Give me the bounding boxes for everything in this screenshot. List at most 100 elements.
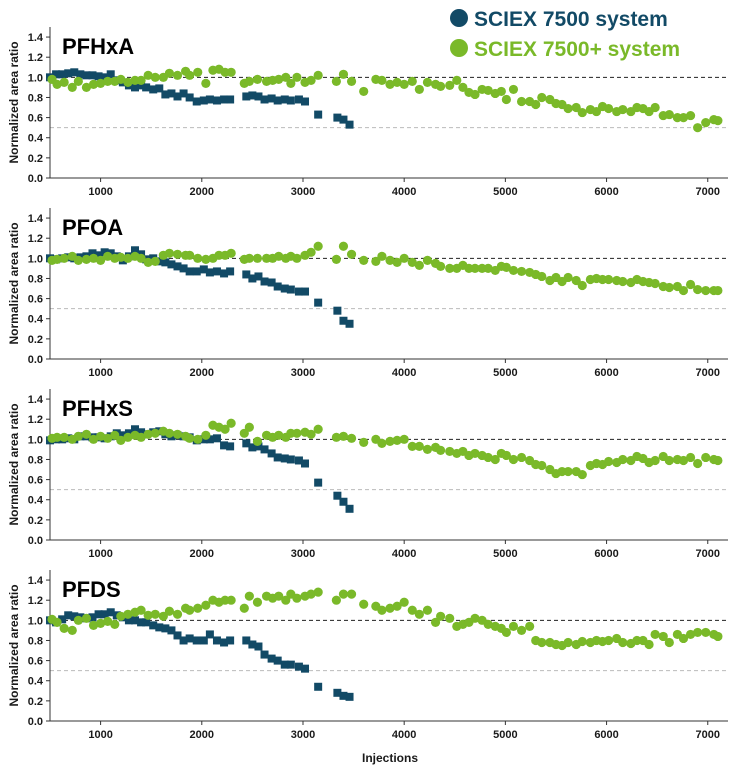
data-point-circle xyxy=(306,589,316,599)
x-tick-label: 4000 xyxy=(392,548,416,560)
data-point-circle xyxy=(713,631,723,642)
y-tick-label: 1.2 xyxy=(28,233,43,245)
data-point-circle xyxy=(164,68,175,78)
data-point-circle xyxy=(414,609,424,619)
data-point-circle xyxy=(693,284,703,295)
data-point-circle xyxy=(483,619,493,629)
data-point-circle xyxy=(508,265,519,276)
data-point-circle xyxy=(81,429,92,439)
data-point-circle xyxy=(537,92,547,103)
data-point-circle xyxy=(88,253,99,263)
x-tick-label: 7000 xyxy=(696,367,720,379)
legend-marker-sciex-7500 xyxy=(450,9,468,27)
data-point-circle xyxy=(136,605,146,615)
data-point-circle xyxy=(185,250,195,260)
y-tick-label: 0.2 xyxy=(28,696,43,708)
series-sciex-7500plus xyxy=(47,418,723,480)
data-point-circle xyxy=(220,424,230,434)
data-point-circle xyxy=(88,79,99,89)
y-tick-label: 0.0 xyxy=(28,716,43,728)
data-point-circle xyxy=(422,77,433,87)
data-point-circle xyxy=(445,263,455,273)
data-point-circle xyxy=(103,616,113,626)
data-point-square xyxy=(137,81,146,90)
data-point-square xyxy=(185,267,194,276)
data-point-square xyxy=(242,439,251,448)
data-point-circle xyxy=(678,455,689,466)
data-point-circle xyxy=(693,627,703,638)
data-point-circle xyxy=(414,441,424,451)
data-point-square xyxy=(131,83,140,92)
data-point-circle xyxy=(392,77,402,87)
data-point-square xyxy=(226,636,235,645)
data-point-square xyxy=(142,618,151,627)
data-point-circle xyxy=(346,589,357,599)
data-point-circle xyxy=(359,437,369,447)
data-point-square xyxy=(205,435,214,444)
data-point-circle xyxy=(470,448,480,459)
data-point-circle xyxy=(501,262,511,272)
panel-title: PFOA xyxy=(62,215,123,240)
y-tick-label: 0.2 xyxy=(28,153,43,165)
data-point-square xyxy=(142,83,151,92)
data-point-circle xyxy=(537,460,547,471)
data-point-square xyxy=(301,664,310,673)
data-point-circle xyxy=(52,432,62,442)
data-point-square xyxy=(167,626,176,635)
y-tick-label: 1.0 xyxy=(28,72,43,84)
x-tick-label: 2000 xyxy=(190,186,214,198)
y-tick-label: 0.8 xyxy=(28,92,43,104)
data-point-square xyxy=(179,636,188,645)
data-point-circle xyxy=(603,635,614,646)
data-point-circle xyxy=(150,72,160,82)
data-point-circle xyxy=(306,247,316,257)
data-point-circle xyxy=(644,639,654,650)
data-point-circle xyxy=(193,603,203,613)
data-point-circle xyxy=(201,430,211,440)
data-point-circle xyxy=(577,469,587,480)
y-tick-label: 0.6 xyxy=(28,475,43,487)
data-point-circle xyxy=(193,67,203,77)
data-point-circle xyxy=(436,81,446,91)
data-point-circle xyxy=(201,600,211,610)
y-tick-label: 1.2 xyxy=(28,595,43,607)
data-point-circle xyxy=(244,76,254,86)
data-point-square xyxy=(339,115,348,124)
y-tick-label: 1.0 xyxy=(28,615,43,627)
data-point-circle xyxy=(701,452,711,463)
data-point-square xyxy=(88,71,97,80)
data-point-circle xyxy=(67,625,77,636)
data-point-circle xyxy=(563,466,573,477)
panel-title: PFDS xyxy=(62,577,121,602)
data-point-square xyxy=(94,610,103,619)
data-point-circle xyxy=(110,430,120,440)
data-point-circle xyxy=(252,74,263,84)
data-point-circle xyxy=(577,107,587,118)
y-tick-label: 0.2 xyxy=(28,515,43,527)
panels: 0.0 0.2 0.4 0.6 0.8 1.0 1.2 1.4 1000 2000 3000 4000… xyxy=(7,27,728,741)
data-point-square xyxy=(248,443,257,452)
data-point-circle xyxy=(281,595,291,605)
data-point-square xyxy=(70,612,79,621)
x-tick-label: 3000 xyxy=(291,186,315,198)
data-point-circle xyxy=(508,84,519,95)
data-point-square xyxy=(118,431,127,440)
data-point-circle xyxy=(306,429,316,439)
data-point-square xyxy=(149,85,158,94)
data-point-square xyxy=(248,640,257,649)
data-point-circle xyxy=(252,436,263,446)
data-point-circle xyxy=(292,593,302,603)
data-point-square xyxy=(314,682,323,691)
data-point-circle xyxy=(67,82,77,92)
data-point-circle xyxy=(377,75,387,85)
x-tick-label: 3000 xyxy=(291,729,315,741)
data-point-square xyxy=(173,262,182,271)
data-point-square xyxy=(226,267,235,276)
data-point-square xyxy=(179,89,188,98)
data-point-square xyxy=(106,70,115,79)
data-point-circle xyxy=(136,432,146,442)
data-point-circle xyxy=(88,620,99,630)
data-point-circle xyxy=(201,254,211,264)
data-point-circle xyxy=(274,74,284,84)
